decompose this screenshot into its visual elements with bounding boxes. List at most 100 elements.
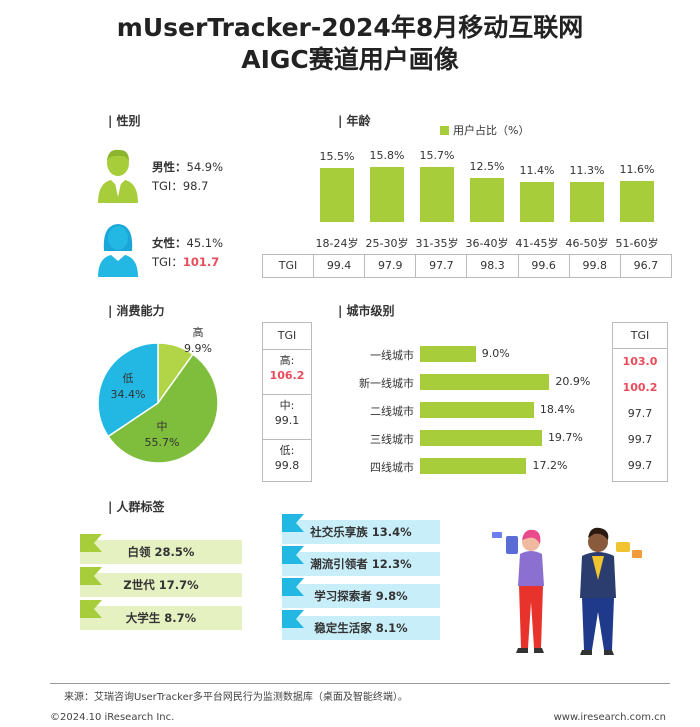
- age-legend: 用户占比（%）: [440, 122, 529, 138]
- age-value-3: 12.5%: [469, 160, 505, 174]
- tag-right-flag-icon-3: [282, 610, 304, 628]
- footer-copyright: ©2024.10 iResearch Inc.: [50, 712, 175, 723]
- city-tgi-box: TGI 103.0 100.2 97.7 99.7 99.7: [612, 322, 668, 482]
- consume-tgi-low-value: 99.8: [274, 459, 300, 472]
- pie-category-0: 高: [193, 325, 204, 339]
- age-category-5: 46-50岁: [565, 237, 609, 250]
- page-title: mUserTracker-2024年8月移动互联网: [116, 13, 584, 42]
- city-tgi-4: 99.7: [627, 459, 653, 472]
- consume-tgi-low-label: 低:: [279, 444, 295, 457]
- age-tgi-2: 97.7: [415, 255, 466, 277]
- pie-value-0: 9.9%: [184, 342, 212, 355]
- age-value-0: 15.5%: [319, 149, 355, 163]
- section-age-title: | 年龄: [338, 114, 371, 128]
- tag-right-flag-icon-1: [282, 546, 304, 564]
- section-gender-title: | 性别: [108, 114, 141, 128]
- footer-website: www.iresearch.com.cn: [553, 712, 666, 723]
- city-tgi-1: 100.2: [622, 381, 658, 394]
- age-value-6: 11.6%: [619, 163, 655, 177]
- city-value-4: 17.2%: [532, 459, 568, 472]
- female-user-icon: [98, 224, 138, 277]
- tag-left-flag-icon-1: [80, 567, 102, 585]
- city-value-0: 9.0%: [481, 347, 510, 360]
- age-tgi-3: 98.3: [466, 255, 517, 277]
- age-tgi-5: 99.8: [568, 255, 620, 277]
- city-tgi-0: 103.0: [622, 355, 658, 368]
- tag-left-0: 白领 28.5%: [80, 540, 242, 564]
- age-value-2: 15.7%: [419, 149, 455, 163]
- pie-slice-1: [107, 353, 219, 464]
- age-bar-4: [520, 182, 554, 222]
- section-consume-title: | 消费能力: [108, 304, 165, 318]
- consume-tgi-high-value: 106.2: [269, 369, 305, 382]
- age-tgi-4: 99.6: [517, 255, 569, 277]
- age-tgi-0: 99.4: [313, 255, 364, 277]
- male-stats: 男性：54.9% TGI：98.7: [152, 158, 223, 196]
- consume-tgi-mid: 中: 99.1: [263, 394, 311, 439]
- age-tgi-row: TGI 99.4 97.9 97.7 98.3 99.6 99.8 96.7: [262, 254, 672, 278]
- city-value-1: 20.9%: [555, 375, 591, 388]
- consume-tgi-high: 高: 106.2: [263, 349, 311, 394]
- city-bar-4: [420, 458, 527, 474]
- pie-category-1: 中: [157, 420, 168, 433]
- section-tags-title: | 人群标签: [108, 500, 165, 514]
- tag-right-flag-icon-0: [282, 514, 304, 532]
- city-bar-0: [420, 346, 476, 362]
- age-legend-swatch: [440, 125, 449, 135]
- male-tgi-label: TGI：: [152, 179, 183, 193]
- age-value-5: 11.3%: [569, 164, 605, 178]
- city-bar-2: [420, 402, 534, 418]
- pie-slice-2: [97, 342, 159, 438]
- page-subtitle: AIGC赛道用户画像: [241, 45, 459, 74]
- footer-divider: [50, 683, 670, 684]
- consume-tgi-low: 低: 99.8: [263, 439, 311, 481]
- female-tgi-label: TGI：: [152, 255, 183, 269]
- consume-tgi-box: TGI 高: 106.2 中: 99.1 低: 99.8: [262, 322, 312, 482]
- city-tgi-3: 99.7: [627, 433, 653, 446]
- city-bar-1: [420, 374, 550, 390]
- city-category-0: 一线城市: [370, 349, 414, 362]
- age-value-1: 15.8%: [369, 148, 405, 162]
- age-category-3: 36-40岁: [465, 237, 509, 250]
- age-bar-6: [620, 181, 654, 222]
- age-value-4: 11.4%: [519, 164, 555, 178]
- consume-pie-chart: 高 9.9% 中 55.7% 低 34.4%: [97, 325, 219, 464]
- female-value: 45.1%: [186, 236, 224, 250]
- city-value-2: 18.4%: [539, 403, 575, 416]
- city-bar-3: [420, 430, 542, 446]
- age-legend-label: 用户占比（%）: [453, 124, 530, 137]
- consume-tgi-header: TGI: [277, 329, 297, 342]
- city-category-3: 三线城市: [370, 433, 414, 446]
- age-bar-0: [320, 167, 354, 222]
- footer-source: 来源：艾瑞咨询UserTracker多平台网民行为监测数据库（桌面及智能终端）。: [64, 692, 408, 703]
- pie-value-2: 34.4%: [111, 388, 146, 401]
- section-city-title: | 城市级别: [338, 304, 395, 318]
- female-stats: 女性：45.1% TGI：101.7: [152, 234, 223, 272]
- age-category-1: 25-30岁: [365, 237, 409, 250]
- pie-value-1: 55.7%: [145, 436, 180, 449]
- age-tgi-header: TGI: [278, 259, 298, 272]
- age-category-4: 41-45岁: [515, 237, 559, 250]
- city-tgi-2: 97.7: [627, 407, 653, 420]
- tag-left-flag-icon-0: [80, 534, 102, 552]
- consume-tgi-high-label: 高:: [279, 354, 295, 367]
- age-bar-5: [570, 182, 604, 222]
- age-category-2: 31-35岁: [415, 237, 459, 250]
- male-tgi: 98.7: [182, 179, 209, 193]
- age-category-6: 51-60岁: [615, 237, 659, 250]
- pie-category-2: 低: [123, 372, 134, 385]
- city-category-1: 新一线城市: [359, 377, 414, 390]
- city-category-4: 四线城市: [370, 461, 414, 474]
- age-tgi-6: 96.7: [619, 255, 671, 277]
- city-tgi-header: TGI: [613, 323, 667, 349]
- city-value-3: 19.7%: [547, 431, 583, 444]
- city-category-2: 二线城市: [370, 405, 414, 418]
- consume-tgi-mid-label: 中:: [279, 399, 295, 412]
- tag-left-flag-icon-2: [80, 600, 102, 618]
- female-label: 女性：: [152, 236, 187, 250]
- people-illustration: [492, 527, 642, 655]
- tag-right-3: 稳定生活家 8.1%: [282, 616, 440, 640]
- tag-left-1: Z世代 17.7%: [80, 573, 242, 597]
- age-bar-3: [470, 178, 504, 222]
- male-label: 男性：: [152, 160, 187, 174]
